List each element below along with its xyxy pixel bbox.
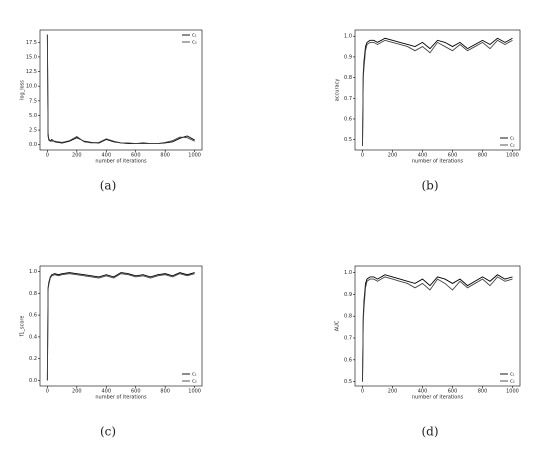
- x-tick-label: 600: [131, 389, 141, 395]
- caption: (a): [100, 179, 117, 193]
- legend-label: c₂: [510, 379, 515, 385]
- x-axis-label: number of iterations: [412, 395, 464, 401]
- data-line: [362, 37, 513, 146]
- y-tick-label: 1.0: [344, 270, 352, 276]
- y-tick-label: 1.0: [29, 269, 37, 275]
- data-line: [46, 34, 195, 145]
- y-axis-label: log_loss: [20, 80, 26, 100]
- plot-frame: [354, 29, 521, 151]
- y-tick-label: 0.5: [344, 137, 352, 143]
- legend-label: c₁: [192, 372, 197, 378]
- y-tick-label: 0.8: [344, 75, 352, 81]
- x-tick-label: 400: [418, 153, 428, 159]
- x-axis-label: number of iterations: [412, 159, 464, 165]
- x-tick-label: 1000: [188, 389, 201, 395]
- data-line: [46, 272, 195, 381]
- y-tick-label: 0.5: [344, 379, 352, 385]
- y-tick-label: 7.5: [29, 98, 37, 104]
- y-axis-label: f1_score: [20, 316, 26, 337]
- x-tick-label: 800: [160, 153, 170, 159]
- y-tick-label: 0.6: [344, 116, 352, 122]
- y-tick-label: 0.9: [344, 54, 352, 60]
- y-tick-label: 15.0: [26, 54, 37, 60]
- legend-label: c₁: [510, 136, 515, 142]
- data-line: [362, 39, 513, 146]
- y-tick-label: 0.2: [29, 356, 37, 362]
- y-tick-label: 0.0: [29, 378, 37, 384]
- x-tick-label: 200: [72, 389, 82, 395]
- x-tick-label: 1000: [506, 153, 519, 159]
- x-axis-label: number of iterations: [95, 395, 147, 401]
- y-tick-label: 0.6: [344, 357, 352, 363]
- plot-frame: [39, 29, 203, 151]
- x-tick-label: 600: [448, 153, 458, 159]
- x-tick-label: 0: [361, 389, 364, 395]
- x-tick-label: 400: [101, 153, 111, 159]
- plot-frame: [354, 265, 521, 387]
- y-tick-label: 12.5: [26, 69, 37, 75]
- data-line: [362, 276, 513, 382]
- y-tick-label: 1.0: [344, 34, 352, 40]
- data-line: [362, 274, 513, 382]
- y-tick-label: 17.5: [26, 40, 37, 46]
- legend-label: c₂: [192, 379, 197, 385]
- x-tick-label: 1000: [188, 153, 201, 159]
- y-tick-label: 0.8: [29, 291, 37, 297]
- x-tick-label: 0: [46, 389, 49, 395]
- y-tick-label: 0.8: [344, 314, 352, 320]
- plot-frame: [39, 265, 203, 387]
- x-tick-label: 400: [101, 389, 111, 395]
- y-axis-label: AUC: [335, 320, 341, 331]
- y-axis-label: accuracy: [335, 79, 341, 102]
- y-tick-label: 2.5: [29, 128, 37, 134]
- x-tick-label: 0: [46, 153, 49, 159]
- data-line: [46, 273, 195, 381]
- y-tick-label: 5.0: [29, 113, 37, 119]
- y-tick-label: 0.7: [344, 336, 352, 342]
- legend-label: c₁: [510, 372, 515, 378]
- y-tick-label: 10.0: [26, 84, 37, 90]
- x-tick-label: 200: [388, 389, 398, 395]
- y-tick-label: 0.0: [29, 142, 37, 148]
- data-line: [46, 34, 195, 145]
- x-tick-label: 200: [388, 153, 398, 159]
- x-tick-label: 800: [478, 389, 488, 395]
- caption: (b): [421, 179, 438, 193]
- x-tick-label: 600: [131, 153, 141, 159]
- y-tick-label: 0.9: [344, 292, 352, 298]
- x-tick-label: 1000: [506, 389, 519, 395]
- x-axis-label: number of iterations: [95, 159, 147, 165]
- x-tick-label: 600: [448, 389, 458, 395]
- legend-label: c₂: [510, 143, 515, 149]
- legend-label: c₂: [192, 40, 197, 46]
- legend-label: c₁: [192, 33, 197, 39]
- x-tick-label: 800: [160, 389, 170, 395]
- caption: (d): [421, 425, 438, 439]
- y-tick-label: 0.6: [29, 313, 37, 319]
- y-tick-label: 0.7: [344, 96, 352, 102]
- caption: (c): [100, 425, 116, 439]
- x-tick-label: 200: [72, 153, 82, 159]
- x-tick-label: 800: [478, 153, 488, 159]
- x-tick-label: 400: [418, 389, 428, 395]
- x-tick-label: 0: [361, 153, 364, 159]
- y-tick-label: 0.4: [29, 334, 37, 340]
